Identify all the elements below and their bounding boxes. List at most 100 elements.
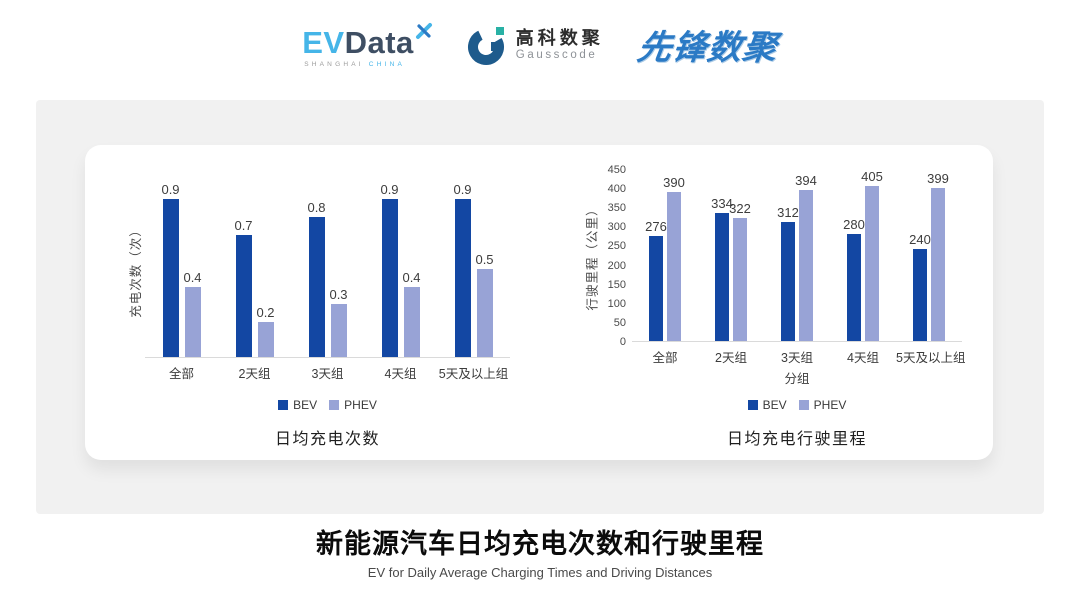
bar-value-label: 312 [777, 205, 799, 220]
bev-bar: 0.9 [453, 182, 472, 357]
evdata-wordmark: EV Data [302, 22, 433, 58]
plot-area: 0.9 0.4 0.7 0.2 0.8 0.3 0.9 0.4 0.9 0.5 [145, 182, 510, 358]
bar-value-label: 0.9 [380, 182, 399, 197]
category-label: 2天组 [715, 351, 747, 365]
bev-bar: 240 [909, 232, 931, 341]
phev-legend-swatch [329, 400, 340, 410]
page-title: 新能源汽车日均充电次数和行驶里程 [316, 529, 764, 559]
phev-bar: 394 [795, 173, 817, 341]
y-tick-label: 200 [607, 259, 626, 272]
bar-value-label: 280 [843, 217, 865, 232]
bar-group: 0.7 0.2 [218, 183, 291, 357]
legend-label: PHEV [344, 398, 377, 412]
plot-area: 276 390 334 322 312 394 280 405 240 399 [632, 169, 962, 342]
legend-item-phev: PHEV [798, 398, 847, 412]
y-axis-ticks: 0 50 100 150 200 250 300 350 400 450 [602, 164, 632, 348]
bar-value-label: 0.8 [307, 200, 326, 215]
category-label: 5天及以上组 [438, 367, 509, 381]
evdata-data-text: Data [344, 24, 414, 60]
category-label: 4天组 [847, 351, 879, 365]
gausscode-text: 高科数聚 Gausscode [516, 28, 604, 61]
legend-label: PHEV [813, 398, 847, 412]
y-tick-label: 250 [607, 240, 626, 253]
bev-bar: 280 [843, 217, 865, 341]
bev-legend-swatch [747, 400, 758, 410]
bev-bar: 0.7 [234, 218, 253, 357]
phev-bar: 399 [927, 171, 949, 341]
y-tick-label: 400 [607, 183, 626, 196]
phev-legend-swatch [798, 400, 809, 410]
bar-value-label: 322 [729, 201, 751, 216]
legend-label: BEV [762, 398, 787, 412]
y-tick-label: 100 [607, 297, 626, 310]
evdata-logo: EV Data SHANGHAI CHINA [302, 22, 433, 68]
y-axis-label-text: 行驶里程（公里） [585, 201, 600, 311]
chart-main: 276 390 334 322 312 394 280 405 240 399 全部 2天组 3天组 4天… [632, 169, 966, 449]
legend-item-bev: BEV [278, 398, 317, 412]
category-axis: 全部 2天组 3天组 4天组 5天及以上组 [632, 347, 966, 366]
bar-group: 312 394 [764, 170, 830, 341]
evdata-shanghai-text: SHANGHAI [304, 60, 364, 68]
legend-item-phev: PHEV [329, 398, 377, 412]
bar-value-label: 0.4 [183, 270, 202, 285]
evdata-china-text: CHINA [368, 60, 406, 68]
bar-group: 240 399 [896, 170, 962, 341]
category-label: 3天组 [781, 351, 813, 365]
bar-group: 276 390 [632, 170, 698, 341]
bar-group: 0.9 0.5 [437, 182, 510, 357]
category-label: 2天组 [238, 367, 271, 381]
gausscode-english-name: Gausscode [515, 48, 598, 61]
footer: 新能源汽车日均充电次数和行驶里程 EV for Daily Average Ch… [0, 528, 1080, 580]
gausscode-g-icon [467, 26, 504, 65]
gray-panel: 充电次数（次） 0.9 0.4 0.7 0.2 0.8 0.3 0.9 0.4 0.9 0.5 全部 2… [36, 100, 1044, 514]
category-label: 全部 [652, 351, 678, 365]
bev-bar: 276 [645, 219, 667, 341]
category-label: 5天及以上组 [896, 351, 966, 365]
phev-bar: 0.5 [475, 252, 494, 357]
chart-title: 日均充电行驶里程 [726, 431, 867, 448]
gausscode-chinese-name: 高科数聚 [515, 28, 604, 49]
evdata-star-icon [415, 22, 432, 39]
bar-value-label: 0.9 [453, 182, 472, 197]
category-label: 4天组 [384, 367, 417, 381]
phev-bar: 0.4 [183, 270, 202, 357]
y-tick-label: 0 [619, 336, 626, 348]
y-tick-label: 50 [613, 316, 626, 329]
charts-card: 充电次数（次） 0.9 0.4 0.7 0.2 0.8 0.3 0.9 0.4 0.9 0.5 全部 2… [85, 145, 993, 460]
chart-title: 日均充电次数 [274, 431, 380, 448]
xianfeng-logo: 先锋数聚 [634, 29, 780, 67]
bar-group: 0.9 0.4 [145, 182, 218, 357]
bev-legend-swatch [278, 400, 289, 410]
bar-group: 0.8 0.3 [291, 183, 364, 357]
bev-bar: 334 [711, 196, 733, 341]
gausscode-logo: 高科数聚 Gausscode [467, 24, 604, 66]
bar-value-label: 0.9 [161, 182, 180, 197]
phev-bar: 390 [663, 175, 685, 341]
bar-value-label: 240 [909, 232, 931, 247]
y-tick-label: 450 [607, 164, 626, 176]
phev-bar: 0.4 [402, 270, 421, 357]
chart-charging-times: 充电次数（次） 0.9 0.4 0.7 0.2 0.8 0.3 0.9 0.4 0.9 0.5 全部 2… [123, 182, 510, 449]
bar-value-label: 0.7 [234, 218, 253, 233]
logo-bar: EV Data SHANGHAI CHINA 高科数聚 Gausscode [0, 20, 1080, 69]
bar-value-label: 0.2 [256, 305, 275, 320]
y-tick-label: 300 [607, 221, 626, 234]
y-axis-label-text: 充电次数（次） [128, 223, 143, 318]
bar-value-label: 334 [711, 196, 733, 211]
y-tick-label: 350 [607, 202, 626, 215]
bar-group: 334 322 [698, 170, 764, 341]
bar-value-label: 0.3 [329, 287, 348, 302]
bev-bar: 0.9 [380, 182, 399, 357]
chart-driving-distance: 行驶里程（公里） 0 50 100 150 200 250 300 350 400 450 276 39… [580, 164, 966, 449]
bar-group: 280 405 [830, 169, 896, 341]
chart-legend: BEV PHEV [145, 398, 510, 412]
evdata-subtitle: SHANGHAI CHINA [302, 61, 433, 68]
evdata-ev-text: EV [302, 24, 345, 60]
bar-value-label: 0.4 [402, 270, 421, 285]
y-tick-label: 150 [607, 278, 626, 291]
y-axis-label: 充电次数（次） [123, 183, 145, 358]
bar-value-label: 276 [645, 219, 667, 234]
legend-item-bev: BEV [747, 398, 787, 412]
bar-value-label: 0.5 [475, 252, 494, 267]
